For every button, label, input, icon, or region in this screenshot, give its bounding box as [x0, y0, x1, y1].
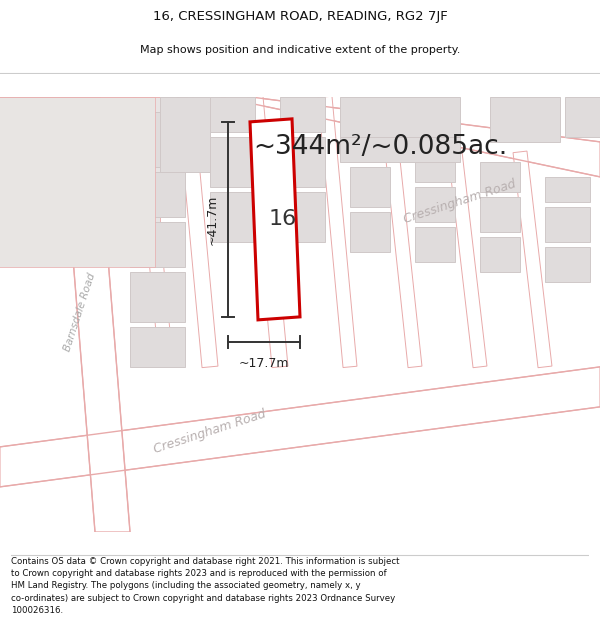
Polygon shape	[340, 97, 460, 137]
Polygon shape	[480, 237, 520, 272]
Polygon shape	[130, 172, 185, 217]
Polygon shape	[0, 97, 60, 222]
Polygon shape	[545, 207, 590, 242]
Polygon shape	[60, 97, 130, 532]
Polygon shape	[220, 97, 600, 177]
Text: ~17.7m: ~17.7m	[239, 357, 289, 371]
Text: ~41.7m: ~41.7m	[205, 194, 218, 244]
Polygon shape	[490, 97, 560, 142]
Polygon shape	[160, 97, 210, 172]
Polygon shape	[210, 192, 255, 242]
Polygon shape	[0, 97, 160, 242]
Polygon shape	[350, 132, 390, 162]
Polygon shape	[480, 197, 520, 232]
Polygon shape	[280, 97, 325, 132]
Polygon shape	[513, 151, 552, 368]
Polygon shape	[448, 151, 487, 368]
Polygon shape	[383, 131, 422, 368]
Polygon shape	[415, 152, 455, 182]
Polygon shape	[130, 222, 185, 267]
Text: Contains OS data © Crown copyright and database right 2021. This information is : Contains OS data © Crown copyright and d…	[11, 557, 400, 614]
Polygon shape	[130, 272, 185, 322]
Text: 16, CRESSINGHAM ROAD, READING, RG2 7JF: 16, CRESSINGHAM ROAD, READING, RG2 7JF	[152, 10, 448, 22]
Polygon shape	[415, 227, 455, 262]
Polygon shape	[250, 119, 300, 320]
Polygon shape	[415, 187, 455, 222]
Polygon shape	[280, 192, 325, 242]
Polygon shape	[0, 97, 100, 222]
Text: Map shows position and indicative extent of the property.: Map shows position and indicative extent…	[140, 45, 460, 55]
Polygon shape	[280, 137, 325, 187]
Text: Cressingham Road: Cressingham Road	[402, 177, 518, 226]
Polygon shape	[177, 96, 218, 367]
Polygon shape	[350, 212, 390, 252]
Polygon shape	[545, 247, 590, 282]
Text: Barnsdale Road: Barnsdale Road	[62, 271, 97, 352]
Polygon shape	[480, 162, 520, 192]
Polygon shape	[0, 367, 600, 487]
Polygon shape	[318, 96, 357, 367]
Text: 16: 16	[269, 209, 297, 229]
Polygon shape	[545, 177, 590, 202]
Polygon shape	[210, 97, 255, 132]
Text: Cressingham Road: Cressingham Road	[152, 408, 268, 456]
Polygon shape	[247, 96, 288, 367]
Text: ~344m²/~0.085ac.: ~344m²/~0.085ac.	[253, 134, 507, 160]
Polygon shape	[130, 327, 185, 367]
Polygon shape	[350, 167, 390, 207]
Polygon shape	[130, 112, 185, 167]
Polygon shape	[340, 137, 460, 162]
Polygon shape	[0, 97, 155, 267]
Polygon shape	[210, 137, 255, 187]
Polygon shape	[133, 96, 172, 352]
Polygon shape	[565, 97, 600, 137]
